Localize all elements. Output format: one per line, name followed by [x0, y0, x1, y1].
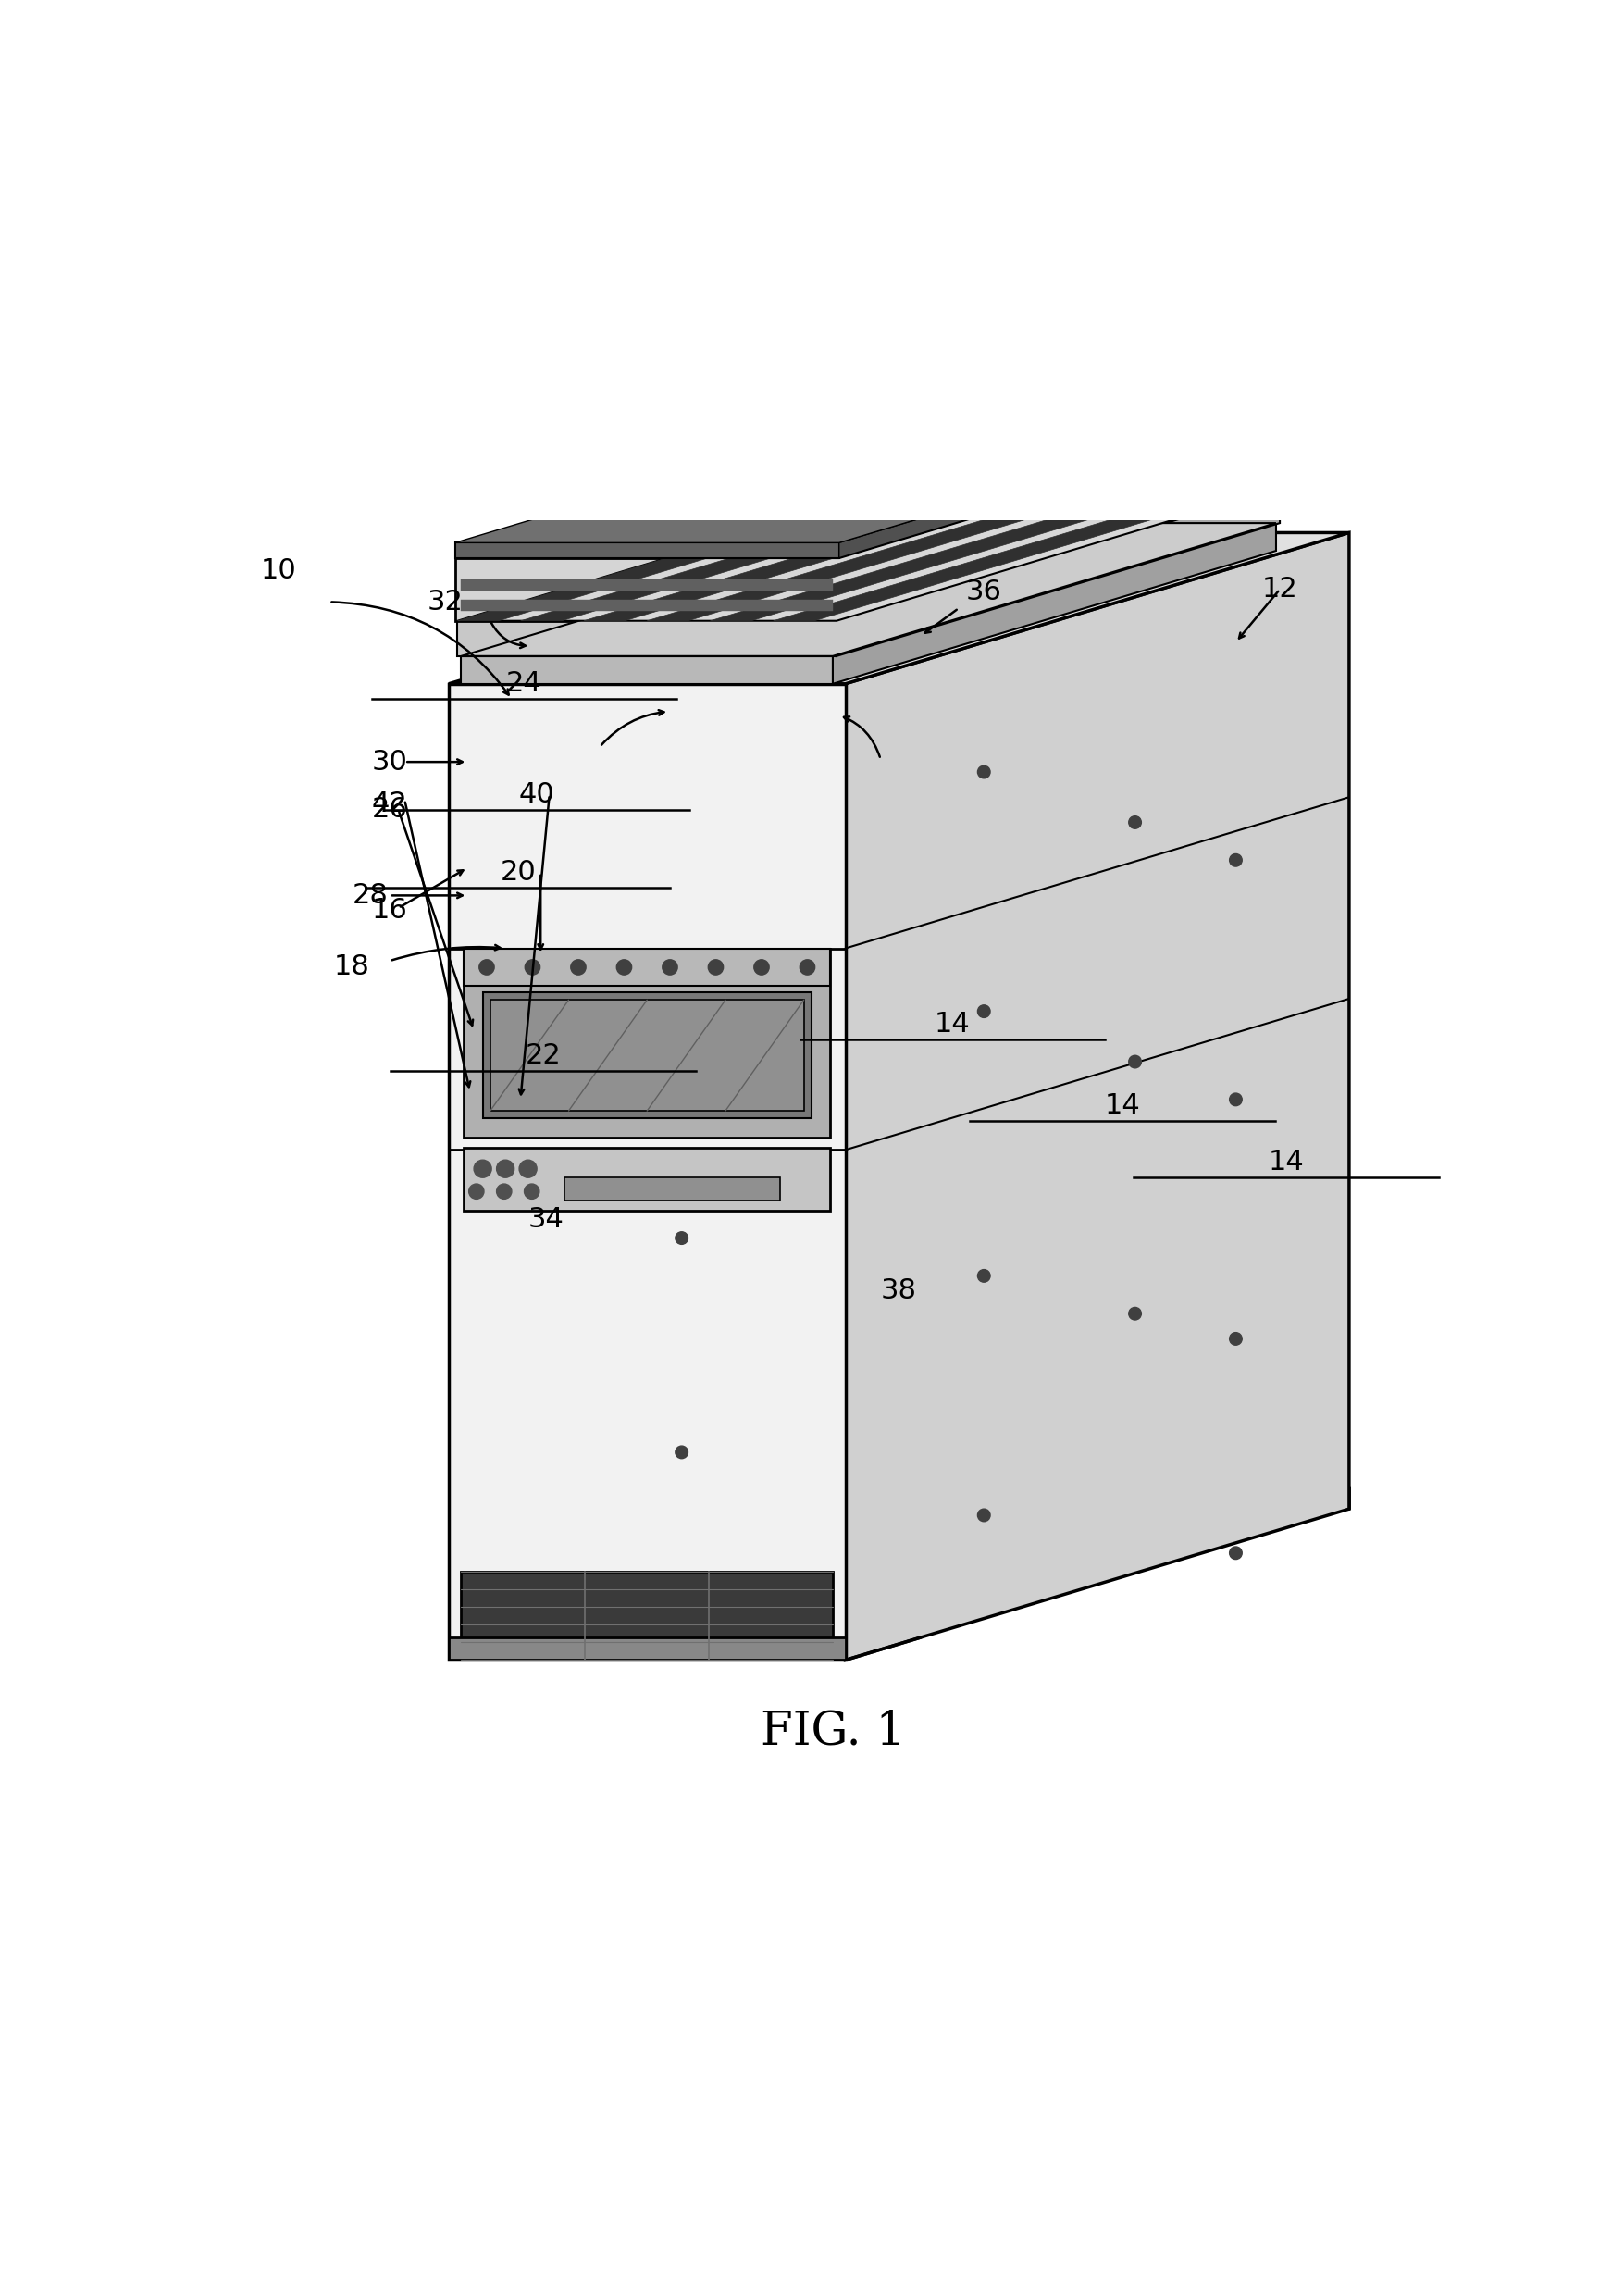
- Polygon shape: [482, 993, 810, 1118]
- Circle shape: [469, 1184, 484, 1200]
- Polygon shape: [838, 426, 1281, 622]
- Polygon shape: [448, 533, 1348, 683]
- Circle shape: [754, 959, 768, 975]
- Text: 30: 30: [372, 749, 408, 776]
- Circle shape: [615, 959, 632, 975]
- Polygon shape: [520, 487, 1005, 622]
- Polygon shape: [463, 1148, 830, 1211]
- Polygon shape: [455, 426, 1281, 558]
- Polygon shape: [615, 426, 1104, 558]
- Text: 14: 14: [934, 1011, 970, 1038]
- Polygon shape: [461, 599, 833, 610]
- Circle shape: [1229, 1546, 1241, 1560]
- Text: 36: 36: [965, 578, 1002, 606]
- Circle shape: [978, 1510, 989, 1521]
- Polygon shape: [455, 410, 1281, 542]
- Polygon shape: [693, 426, 1182, 558]
- Polygon shape: [773, 487, 1257, 622]
- Text: 40: 40: [518, 781, 554, 808]
- Circle shape: [1229, 1332, 1241, 1346]
- Circle shape: [978, 765, 989, 779]
- Polygon shape: [458, 487, 942, 622]
- Polygon shape: [646, 487, 1130, 622]
- Circle shape: [525, 1184, 539, 1200]
- Circle shape: [799, 959, 815, 975]
- Polygon shape: [455, 558, 838, 622]
- Circle shape: [497, 1184, 512, 1200]
- Circle shape: [570, 959, 586, 975]
- Polygon shape: [461, 524, 1275, 656]
- Polygon shape: [836, 487, 1280, 656]
- Polygon shape: [461, 1571, 833, 1660]
- Text: 12: 12: [1262, 576, 1298, 603]
- Polygon shape: [448, 1637, 844, 1660]
- Polygon shape: [463, 947, 830, 986]
- Text: 24: 24: [507, 669, 542, 697]
- Polygon shape: [710, 487, 1194, 622]
- Polygon shape: [463, 947, 830, 1136]
- Circle shape: [978, 1004, 989, 1018]
- Text: 14: 14: [1267, 1150, 1304, 1175]
- Polygon shape: [539, 426, 1028, 558]
- Text: 20: 20: [500, 858, 536, 886]
- Text: 10: 10: [260, 558, 297, 583]
- Circle shape: [479, 959, 494, 975]
- Text: 16: 16: [372, 897, 408, 924]
- Text: 22: 22: [525, 1043, 560, 1068]
- Polygon shape: [448, 683, 844, 1660]
- Text: FIG. 1: FIG. 1: [760, 1710, 905, 1756]
- Text: 18: 18: [333, 954, 370, 981]
- Circle shape: [1129, 815, 1140, 829]
- Circle shape: [708, 959, 723, 975]
- Circle shape: [497, 1159, 513, 1177]
- Text: 32: 32: [427, 587, 463, 615]
- Text: 34: 34: [528, 1207, 564, 1232]
- Polygon shape: [490, 1000, 804, 1111]
- Circle shape: [520, 1159, 536, 1177]
- Text: 26: 26: [372, 797, 408, 824]
- Polygon shape: [458, 487, 1280, 622]
- Polygon shape: [770, 426, 1259, 558]
- Circle shape: [525, 959, 539, 975]
- Polygon shape: [838, 410, 1281, 558]
- Circle shape: [1229, 1093, 1241, 1107]
- Polygon shape: [844, 533, 1348, 1660]
- Text: 42: 42: [372, 790, 408, 817]
- Text: 28: 28: [352, 881, 388, 909]
- Text: 38: 38: [880, 1277, 916, 1305]
- Polygon shape: [461, 656, 833, 683]
- Polygon shape: [461, 578, 833, 590]
- Polygon shape: [463, 426, 952, 558]
- Polygon shape: [564, 1177, 780, 1200]
- Polygon shape: [455, 542, 838, 558]
- Polygon shape: [833, 524, 1275, 683]
- Text: 14: 14: [1104, 1093, 1140, 1120]
- Circle shape: [1129, 1057, 1140, 1068]
- Circle shape: [663, 959, 677, 975]
- Polygon shape: [458, 622, 836, 656]
- Circle shape: [978, 1271, 989, 1282]
- Circle shape: [1229, 854, 1241, 868]
- Circle shape: [676, 1232, 687, 1243]
- Circle shape: [474, 1159, 490, 1177]
- Circle shape: [676, 1446, 687, 1460]
- Circle shape: [1129, 1307, 1140, 1321]
- Polygon shape: [583, 487, 1067, 622]
